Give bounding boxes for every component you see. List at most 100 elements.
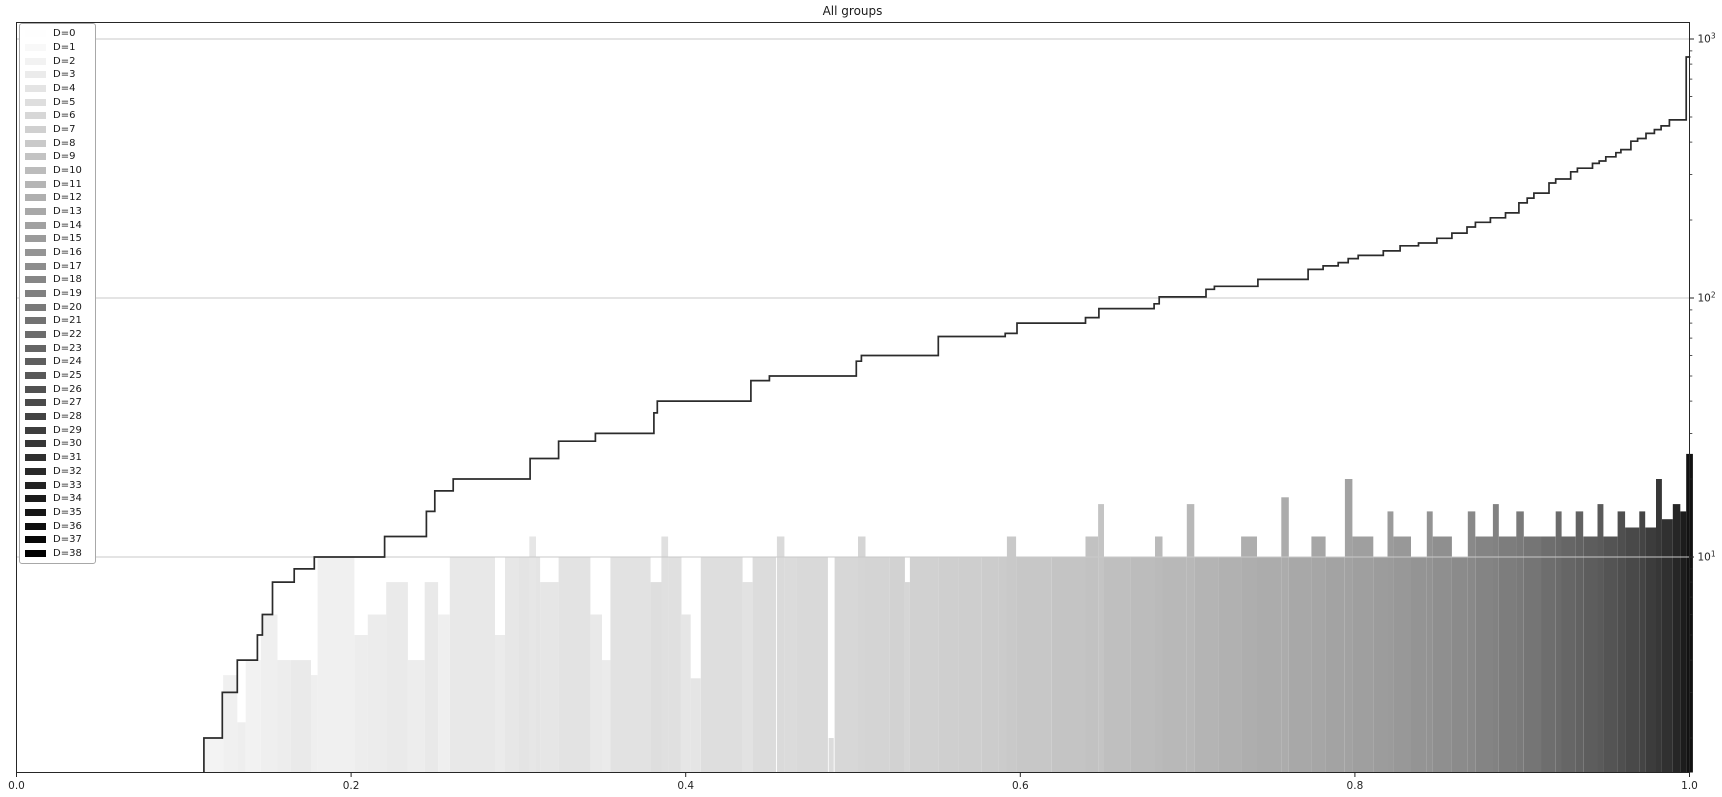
legend-entry-label: D=14 [53, 219, 82, 231]
histogram-bar [1492, 504, 1499, 773]
legend-swatch [25, 139, 46, 147]
histogram-bar [1603, 536, 1618, 773]
legend-swatch [25, 180, 46, 188]
y-tick-label: 103 [1698, 32, 1716, 46]
histogram-bar [668, 557, 682, 773]
legend-entry-label: D=37 [53, 534, 82, 546]
histogram-bar [690, 678, 701, 773]
legend-entry-label: D=30 [53, 438, 82, 450]
histogram-bar [449, 557, 495, 773]
legend-entry: D=20 [25, 300, 89, 314]
legend-swatch [25, 372, 46, 380]
histogram-bar [1475, 536, 1493, 773]
legend-entry: D=7 [25, 123, 89, 137]
legend-swatch [25, 112, 46, 120]
legend-swatch [25, 262, 46, 270]
legend-entry: D=34 [25, 492, 89, 506]
legend-entry-label: D=8 [53, 137, 76, 149]
legend-swatch [25, 454, 46, 462]
histogram-bar [408, 660, 425, 773]
gridlines [16, 38, 1690, 558]
legend-swatch [25, 522, 46, 530]
x-tick-label: 0.2 [343, 780, 360, 792]
histogram-bar [558, 557, 591, 773]
histogram-bar [742, 582, 753, 773]
legend-entry-label: D=15 [53, 233, 82, 245]
legend-entry-label: D=26 [53, 383, 82, 395]
legend-entry: D=19 [25, 287, 89, 301]
histogram-bar [290, 660, 311, 773]
histogram-bar [889, 557, 905, 773]
legend-entry-label: D=33 [53, 479, 82, 491]
legend-entry-label: D=23 [53, 342, 82, 354]
x-tick-label: 0.6 [1012, 780, 1029, 792]
legend-swatch [25, 344, 46, 352]
histogram-bar [680, 614, 691, 773]
histogram-bar [1617, 511, 1626, 773]
legend-entry: D=15 [25, 232, 89, 246]
legend-entry-label: D=25 [53, 370, 82, 382]
legend-swatch [25, 167, 46, 175]
legend-entry: D=22 [25, 328, 89, 342]
legend-entry-label: D=9 [53, 151, 76, 163]
histogram-bar [1085, 536, 1098, 773]
legend-swatch [25, 57, 46, 65]
legend-entry-label: D=28 [53, 411, 82, 423]
legend-entry-label: D=0 [53, 28, 76, 40]
histogram-bar [776, 536, 785, 773]
histogram-bar [1523, 536, 1542, 773]
histogram-bar [1051, 557, 1086, 773]
cumulative-step-line [203, 56, 1691, 773]
histogram-bar [1387, 511, 1394, 773]
legend-entry-label: D=35 [53, 506, 82, 518]
histogram-bar [540, 582, 559, 773]
legend-entry: D=21 [25, 314, 89, 328]
histogram-bar [1555, 511, 1562, 773]
legend-entry: D=31 [25, 451, 89, 465]
legend-swatch [25, 235, 46, 243]
histogram-bar [245, 660, 261, 773]
histogram-bar [1451, 557, 1468, 773]
legend-entry: D=24 [25, 355, 89, 369]
histogram-bar [1625, 527, 1640, 773]
legend-swatch [25, 303, 46, 311]
legend-entry: D=38 [25, 547, 89, 561]
legend-swatch [25, 85, 46, 93]
legend-entry-label: D=38 [53, 547, 82, 559]
histogram-bar [1432, 536, 1452, 773]
histogram-bar [590, 614, 602, 773]
histogram-bar [367, 614, 387, 773]
legend-swatch [25, 358, 46, 366]
legend-swatch [25, 317, 46, 325]
histogram-bar [277, 660, 291, 773]
legend-entry: D=16 [25, 246, 89, 260]
legend-swatch [25, 385, 46, 393]
legend-entry-label: D=22 [53, 329, 82, 341]
histogram-bar [237, 722, 246, 773]
legend-entry-label: D=7 [53, 124, 76, 136]
legend-entry: D=23 [25, 341, 89, 355]
histogram-bar [1311, 536, 1326, 773]
histogram-bar [610, 557, 651, 773]
histogram-bar [1218, 557, 1242, 773]
legend-entry: D=32 [25, 465, 89, 479]
histogram-bar [1541, 536, 1556, 773]
histogram-bar [1561, 536, 1576, 773]
histogram-bar [1645, 527, 1657, 773]
legend-entry-label: D=16 [53, 247, 82, 259]
legend-entry-label: D=29 [53, 424, 82, 436]
histogram-bar [1352, 536, 1374, 773]
histogram-bar [1288, 557, 1312, 773]
legend-entry: D=25 [25, 369, 89, 383]
histogram-bar [317, 557, 355, 773]
legend-entry: D=37 [25, 533, 89, 547]
legend-entry: D=11 [25, 177, 89, 191]
legend-entry: D=29 [25, 423, 89, 437]
legend-entry-label: D=24 [53, 356, 82, 368]
histogram-bar [958, 557, 982, 773]
legend-entry: D=5 [25, 95, 89, 109]
legend-entry-label: D=10 [53, 165, 82, 177]
legend-swatch [25, 126, 46, 134]
histogram-bar [310, 675, 318, 773]
legend-swatch [25, 249, 46, 257]
